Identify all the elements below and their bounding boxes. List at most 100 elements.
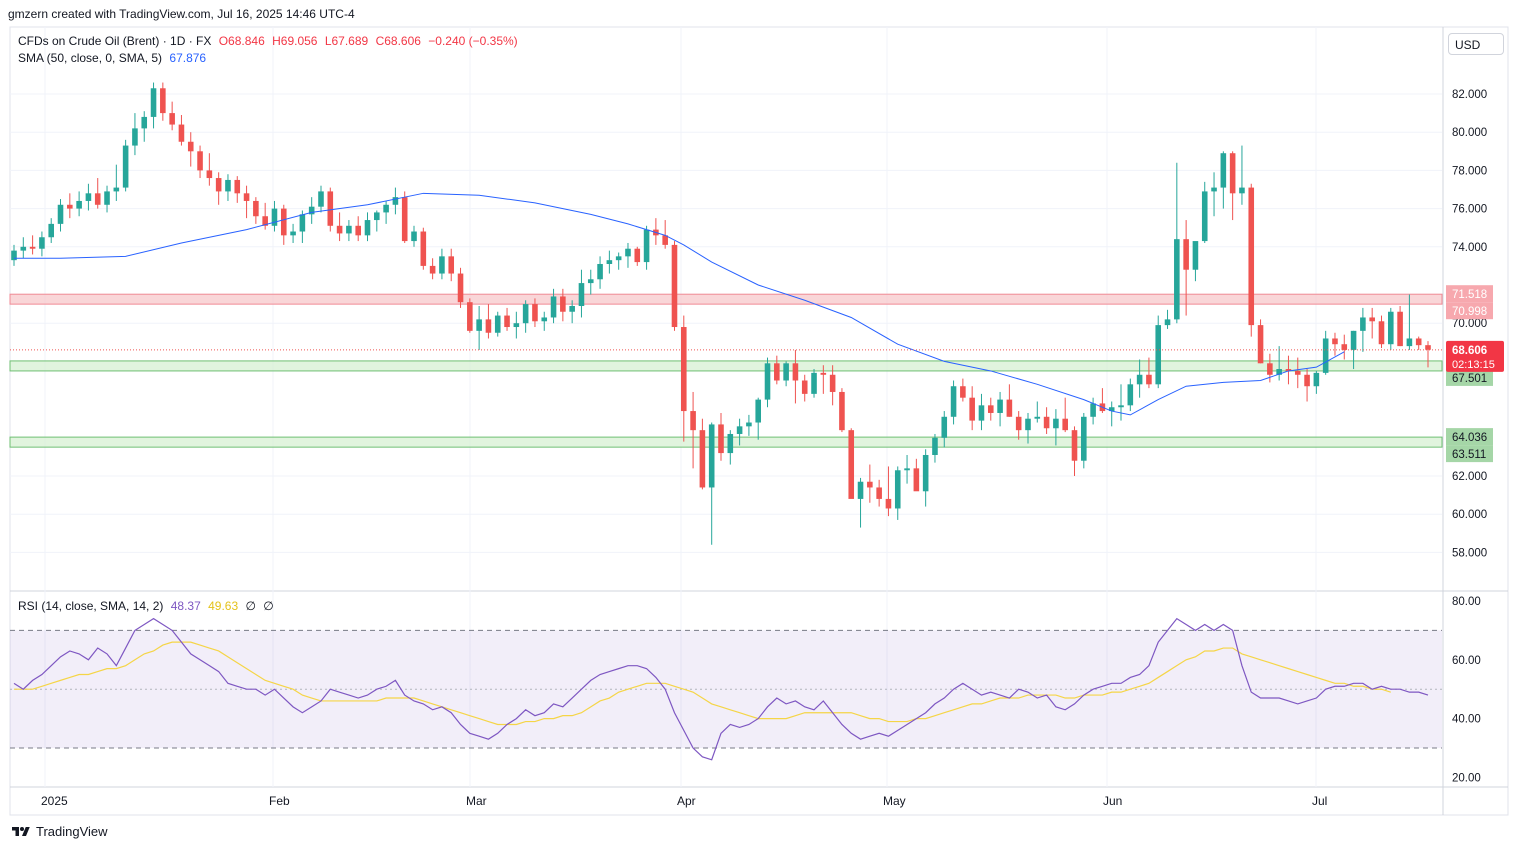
candle-body xyxy=(1220,153,1227,188)
resistance-zone xyxy=(9,293,1443,305)
candle-body xyxy=(1360,317,1366,331)
price-tick-label: 74.000 xyxy=(1452,242,1487,254)
candle-body xyxy=(513,323,520,328)
candle-body xyxy=(336,225,343,234)
rsi-tick-label: 20.00 xyxy=(1452,772,1481,784)
price-tick-label: 62.000 xyxy=(1452,471,1487,483)
candle-body xyxy=(774,363,780,381)
candle-body xyxy=(643,229,650,263)
candle-body xyxy=(187,141,194,152)
candle-body xyxy=(708,424,715,488)
time-tick-label: Jun xyxy=(1103,794,1122,808)
rsi-value: 48.37 xyxy=(170,599,201,613)
price-tick-label: 70.000 xyxy=(1452,318,1487,330)
sma-line xyxy=(14,192,1345,416)
candle-body xyxy=(1415,338,1422,346)
zone-lower-tag xyxy=(1446,368,1493,386)
sma-value: 67.876 xyxy=(169,51,207,65)
candle-body xyxy=(1387,311,1394,345)
candle-body xyxy=(243,193,250,201)
candle-body xyxy=(290,231,296,236)
candle-body xyxy=(894,470,901,509)
low-value: L67.689 xyxy=(324,34,369,48)
candle-body xyxy=(1378,321,1385,345)
time-tick-label: 2025 xyxy=(41,794,68,808)
candle-body xyxy=(1174,239,1180,320)
zone-lower-label: 67.501 xyxy=(1452,373,1487,385)
candle-body xyxy=(1350,330,1357,350)
candle-body xyxy=(671,244,678,328)
candle-body xyxy=(885,498,892,509)
zone-upper-label: 64.036 xyxy=(1452,432,1487,444)
support-zone xyxy=(9,436,1443,448)
candle-body xyxy=(420,231,427,266)
zone-lower-tag xyxy=(1446,445,1493,463)
candle-body xyxy=(1322,338,1329,373)
candle-body xyxy=(820,372,827,375)
candle-body xyxy=(448,256,455,274)
candle-body xyxy=(215,178,222,192)
candle-body xyxy=(1164,319,1171,326)
candle-body xyxy=(634,248,641,263)
candle-body xyxy=(560,296,566,312)
brand-label: TradingView xyxy=(36,824,108,839)
candle-body xyxy=(848,430,855,499)
candle-body xyxy=(76,200,82,209)
last-price-tag xyxy=(1446,340,1504,372)
candle-body xyxy=(1146,374,1152,385)
candle-body xyxy=(662,235,668,245)
candle-body xyxy=(346,225,352,234)
candle-body xyxy=(987,405,994,413)
creator-caption: gmzern created with TradingView.com, Jul… xyxy=(8,7,355,21)
zone-upper-label: 71.518 xyxy=(1452,289,1487,301)
candle-body xyxy=(1397,311,1403,347)
candle-body xyxy=(969,397,975,421)
open-value: O68.846 xyxy=(218,34,265,48)
zone-lower-tag xyxy=(1446,302,1493,320)
ohlc-legend: CFDs on Crude Oil (Brent) · 1D · FX O68.… xyxy=(18,34,522,48)
candle-body xyxy=(1239,187,1245,194)
candle-body xyxy=(932,437,938,455)
candle-body xyxy=(978,405,985,421)
candle-body xyxy=(85,193,92,201)
candle-body xyxy=(1211,187,1217,192)
candle-body xyxy=(867,481,873,488)
price-tick-label: 80.000 xyxy=(1452,127,1487,139)
sma-label[interactable]: SMA (50, close, 0, SMA, 5) xyxy=(18,51,163,65)
countdown-label: 02:13:15 xyxy=(1452,359,1495,371)
candle-body xyxy=(522,304,529,324)
candle-body xyxy=(280,208,287,236)
currency-button[interactable]: USD xyxy=(1448,33,1504,55)
candle-body xyxy=(11,250,17,261)
symbol-label[interactable]: CFDs on Crude Oil (Brent) · 1D · FX xyxy=(18,34,212,48)
candle-body xyxy=(904,468,910,471)
candle-body xyxy=(439,256,445,274)
candle-body xyxy=(690,411,696,431)
support-zone xyxy=(9,360,1443,372)
tradingview-brand[interactable]: TradingView xyxy=(10,824,108,839)
candle-body xyxy=(253,200,259,217)
rsi-label[interactable]: RSI (14, close, SMA, 14, 2) xyxy=(18,599,164,613)
candle-body xyxy=(727,433,734,454)
candle-body xyxy=(718,424,724,454)
candle-body xyxy=(1006,399,1013,417)
rsi-tick-label: 60.00 xyxy=(1452,655,1481,667)
rsi-extra-2: ∅ xyxy=(263,599,274,613)
chart-frame xyxy=(9,26,1509,816)
candle-body xyxy=(39,237,45,249)
candle-body xyxy=(299,214,306,232)
zone-upper-tag xyxy=(1446,428,1493,446)
candle-body xyxy=(699,430,706,488)
candle-body xyxy=(1127,384,1134,406)
rsi-tick-label: 40.00 xyxy=(1452,714,1481,726)
candle-body xyxy=(960,386,966,398)
candle-body xyxy=(476,319,482,331)
candle-body xyxy=(1341,344,1348,350)
candle-body xyxy=(1108,407,1115,412)
candle-body xyxy=(94,193,101,205)
candle-body xyxy=(913,468,920,492)
candle-body xyxy=(57,204,64,224)
rsi-ma-value: 49.63 xyxy=(208,599,239,613)
candle-body xyxy=(197,151,203,171)
